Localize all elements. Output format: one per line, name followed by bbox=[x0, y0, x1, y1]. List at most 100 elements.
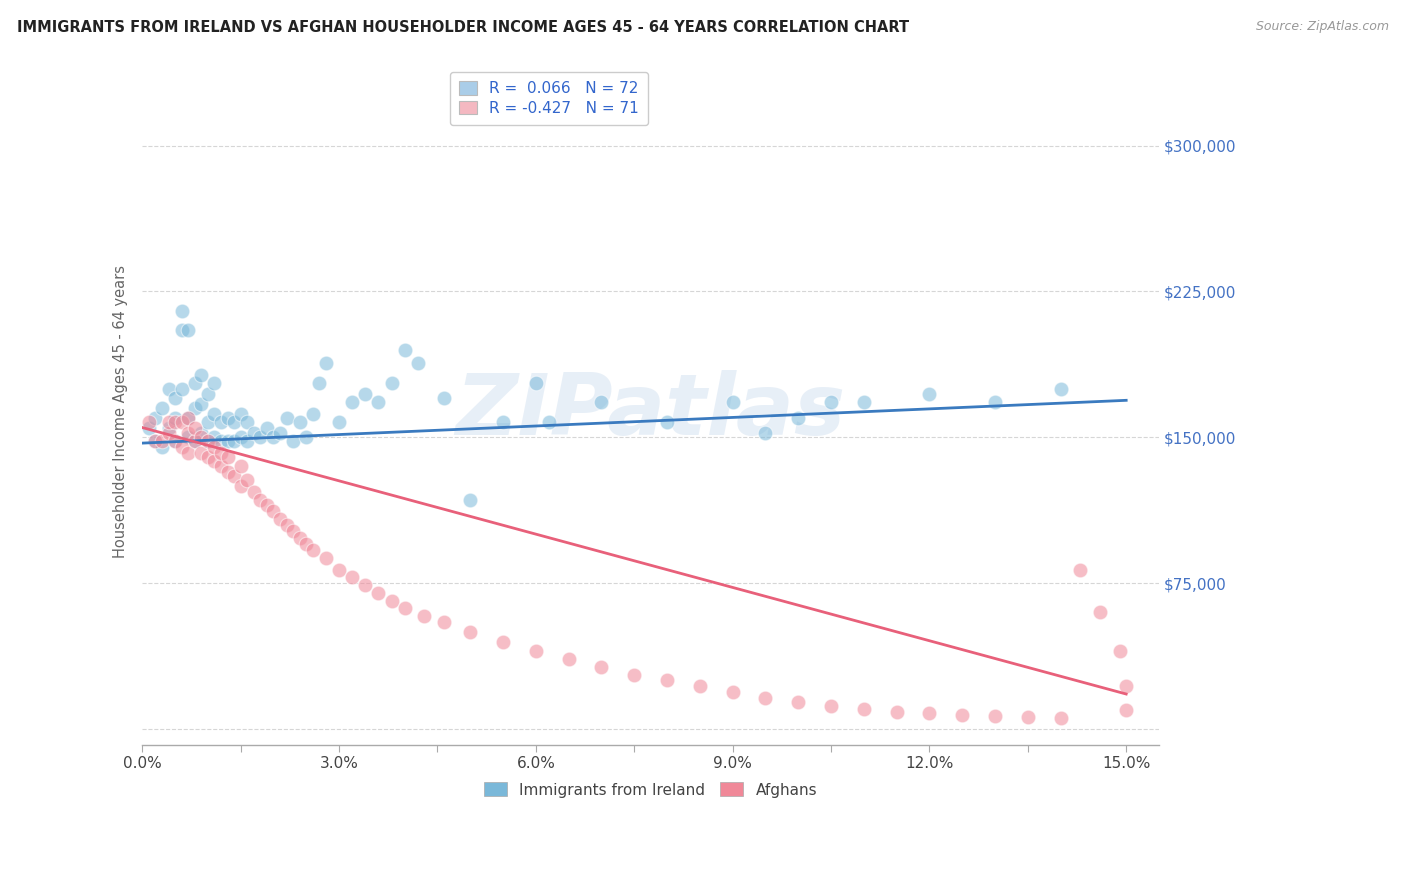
Point bbox=[655, 415, 678, 429]
Point bbox=[276, 410, 298, 425]
Point bbox=[165, 434, 187, 449]
Point bbox=[754, 690, 776, 705]
Point bbox=[689, 679, 711, 693]
Point bbox=[308, 376, 330, 390]
Point bbox=[354, 387, 377, 401]
Point bbox=[224, 434, 246, 449]
Point bbox=[754, 426, 776, 441]
Point bbox=[184, 401, 207, 416]
Point bbox=[354, 578, 377, 592]
Point bbox=[157, 420, 180, 434]
Point bbox=[302, 543, 325, 558]
Point bbox=[524, 376, 547, 390]
Point bbox=[197, 450, 219, 464]
Point bbox=[145, 434, 167, 449]
Point bbox=[190, 397, 212, 411]
Point bbox=[283, 434, 305, 449]
Point bbox=[150, 440, 173, 454]
Point bbox=[367, 586, 389, 600]
Point bbox=[288, 415, 311, 429]
Point bbox=[236, 473, 259, 487]
Point bbox=[190, 368, 212, 382]
Point bbox=[820, 395, 842, 409]
Text: Source: ZipAtlas.com: Source: ZipAtlas.com bbox=[1256, 20, 1389, 33]
Point bbox=[263, 430, 285, 444]
Point bbox=[184, 420, 207, 434]
Point bbox=[209, 459, 232, 474]
Point bbox=[224, 469, 246, 483]
Point bbox=[295, 430, 318, 444]
Point bbox=[177, 410, 200, 425]
Point bbox=[721, 685, 744, 699]
Point bbox=[918, 706, 941, 721]
Point bbox=[458, 492, 481, 507]
Point bbox=[1115, 679, 1137, 693]
Point bbox=[283, 524, 305, 538]
Point bbox=[328, 562, 350, 576]
Point bbox=[236, 434, 259, 449]
Point bbox=[256, 499, 278, 513]
Point bbox=[190, 446, 212, 460]
Point bbox=[1108, 644, 1130, 658]
Point bbox=[492, 634, 515, 648]
Point bbox=[380, 376, 402, 390]
Point bbox=[367, 395, 389, 409]
Point bbox=[209, 434, 232, 449]
Point bbox=[340, 570, 363, 584]
Point bbox=[1115, 702, 1137, 716]
Point bbox=[269, 426, 291, 441]
Point bbox=[224, 415, 246, 429]
Point bbox=[204, 430, 226, 444]
Text: ZIPatlas: ZIPatlas bbox=[456, 369, 846, 452]
Point bbox=[165, 415, 187, 429]
Point bbox=[537, 415, 560, 429]
Point bbox=[197, 415, 219, 429]
Point bbox=[145, 434, 167, 449]
Point bbox=[787, 695, 810, 709]
Point bbox=[170, 382, 193, 396]
Y-axis label: Householder Income Ages 45 - 64 years: Householder Income Ages 45 - 64 years bbox=[114, 265, 128, 558]
Point bbox=[145, 410, 167, 425]
Point bbox=[591, 660, 613, 674]
Point bbox=[157, 415, 180, 429]
Point bbox=[1049, 711, 1071, 725]
Point bbox=[138, 420, 160, 434]
Point bbox=[177, 323, 200, 337]
Point bbox=[197, 434, 219, 449]
Point bbox=[157, 426, 180, 441]
Point bbox=[170, 303, 193, 318]
Point bbox=[918, 387, 941, 401]
Point bbox=[328, 415, 350, 429]
Point bbox=[236, 415, 259, 429]
Point bbox=[886, 705, 908, 719]
Point bbox=[263, 504, 285, 518]
Point bbox=[177, 426, 200, 441]
Point bbox=[177, 446, 200, 460]
Point bbox=[433, 392, 456, 406]
Point bbox=[433, 615, 456, 629]
Point bbox=[217, 410, 239, 425]
Text: IMMIGRANTS FROM IRELAND VS AFGHAN HOUSEHOLDER INCOME AGES 45 - 64 YEARS CORRELAT: IMMIGRANTS FROM IRELAND VS AFGHAN HOUSEH… bbox=[17, 20, 910, 35]
Point bbox=[184, 434, 207, 449]
Point bbox=[984, 395, 1007, 409]
Point bbox=[302, 407, 325, 421]
Point bbox=[197, 387, 219, 401]
Point bbox=[1069, 562, 1091, 576]
Point bbox=[1049, 382, 1071, 396]
Point bbox=[204, 407, 226, 421]
Point bbox=[243, 426, 266, 441]
Point bbox=[165, 392, 187, 406]
Point bbox=[458, 624, 481, 639]
Point bbox=[184, 434, 207, 449]
Point bbox=[623, 667, 645, 681]
Point bbox=[413, 609, 436, 624]
Point bbox=[340, 395, 363, 409]
Point bbox=[209, 446, 232, 460]
Point bbox=[165, 410, 187, 425]
Point bbox=[249, 430, 271, 444]
Point bbox=[394, 601, 416, 615]
Point bbox=[591, 395, 613, 409]
Point bbox=[276, 517, 298, 532]
Point bbox=[557, 652, 579, 666]
Point bbox=[984, 709, 1007, 723]
